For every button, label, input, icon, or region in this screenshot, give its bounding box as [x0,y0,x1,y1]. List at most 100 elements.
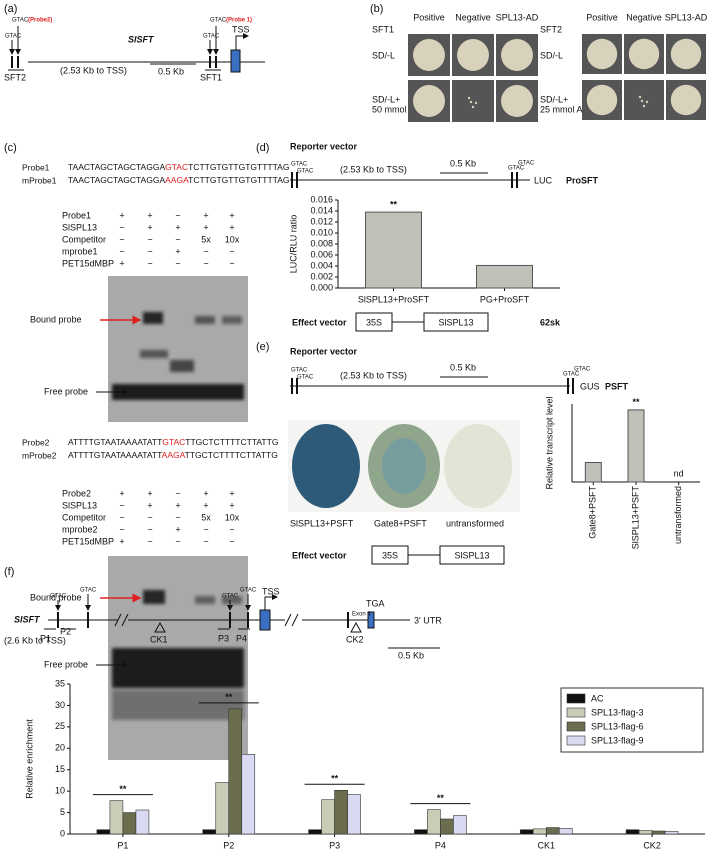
colony [471,105,475,109]
y-tick-label: 10 [55,786,65,796]
stop: TGA [366,598,385,608]
legend-swatch [566,693,586,704]
row-label: SlSPL13 [62,222,97,232]
bar [215,782,230,835]
leaf [444,424,512,508]
lane-sign: − [119,500,124,510]
sequence: ATTTTGTAATAAAATATTAAGATTGCTCTTTTCTTATTG [68,450,278,460]
bar [453,815,467,835]
band-label: Bound probe [30,314,82,324]
legend-label: AC [591,693,604,703]
lane-sign: + [147,210,152,220]
site-label: GTAC [50,594,67,600]
assay-name: SFT1 [372,24,394,34]
site-label: GTAC [518,161,535,167]
bar [347,794,361,835]
tss-arrow [235,33,249,50]
y-axis-label: LUC/RLU ratio [288,215,298,274]
gene-box [439,545,505,565]
colony [467,96,471,100]
x-tick-label: CK1 [537,840,555,850]
bar [627,409,645,483]
effect-label: Effect vector [292,317,347,327]
distance: (2.53 Kb to TSS) [340,164,407,174]
leaf [292,424,360,508]
effect-label: Effect vector [292,550,347,560]
site-label: GTAC [574,367,591,373]
utr: 3' UTR [414,615,442,625]
colony [638,95,642,99]
bar [584,462,602,483]
lane-sign: + [229,222,234,232]
sequence-name: Probe2 [22,437,50,447]
plate [624,80,664,120]
bar [519,829,534,835]
reporter-label: Reporter vector [290,141,358,151]
band-label: Free probe [44,386,88,396]
tag: 62sk [540,317,561,327]
construct: PSFT [605,381,629,391]
colony [501,39,533,71]
significance: ** [437,793,445,803]
panel-label: (b) [370,3,383,15]
y-tick-label: 5 [60,807,65,817]
site-name: SFT2 [4,72,26,82]
x-tick-label: SlSPL13+PSFT [630,485,640,549]
exon [230,49,241,73]
colony [586,84,618,116]
row-label: 50 mmol ABA [372,104,427,114]
x-tick-label: P3 [329,840,340,850]
lane-sign: 5x [201,512,211,522]
y-tick-label: 0.006 [310,249,333,259]
bar [109,800,124,835]
column-header: SPL13-AD [665,12,708,22]
bar [558,828,573,835]
panel-b: (b) [370,3,383,15]
bar [321,799,335,835]
row-label: SD/-L+ [540,94,568,104]
reporter-gene: GUS [580,381,600,391]
bar [135,809,150,835]
colony [469,100,473,104]
y-tick-label: 0.004 [310,260,333,270]
lane-sign: + [203,500,208,510]
sequence: ATTTTGTAATAAAATATTGTACTTGCTCTTTTCTTATTG [68,437,278,447]
lane-sign: + [229,488,234,498]
y-tick-label: 0.010 [310,227,333,237]
bar [625,829,640,835]
lane-sign: + [119,536,124,546]
bar [96,829,111,835]
site-label: GTAC [222,594,239,600]
bar [651,830,666,835]
colony [501,85,533,117]
lane-sign: 5x [201,234,211,244]
row-label: PET15dMBP [62,536,114,546]
colony [413,39,445,71]
tss: TSS [262,586,280,596]
lane-sign: + [119,258,124,268]
band-label: Bound probe [30,592,82,602]
bar [427,809,441,835]
bar [545,827,560,835]
probe-tag: (Probe2) [28,18,52,24]
x-tick-label: P4 [435,840,446,850]
panel-c: (c) Probe1 TAACTAGCTAGCTAGGAGTACTCTTGTGT… [4,142,289,760]
x-tick-label: SlSPL13+ProSFT [358,294,430,304]
lane-sign: − [229,536,234,546]
bar [440,818,454,835]
panel-e: (e) Reporter vector GTAC GTAC GTAC GTAC … [256,341,629,565]
site-label: GTAC [12,18,29,24]
lane-sign: + [119,488,124,498]
panel-d: (d) Reporter vector GTAC GTAC GTAC GTAC … [256,141,599,332]
site-name: SFT1 [200,72,222,82]
bar [664,831,679,835]
bar [532,828,547,835]
exon-label: Exon 4 [352,612,371,618]
colony [457,39,489,71]
band-label: Free probe [44,659,88,669]
row-label: Competitor [62,234,106,244]
lane-sign: − [175,488,180,498]
lane-sign: − [147,536,152,546]
site-label: GTAC [563,372,580,378]
